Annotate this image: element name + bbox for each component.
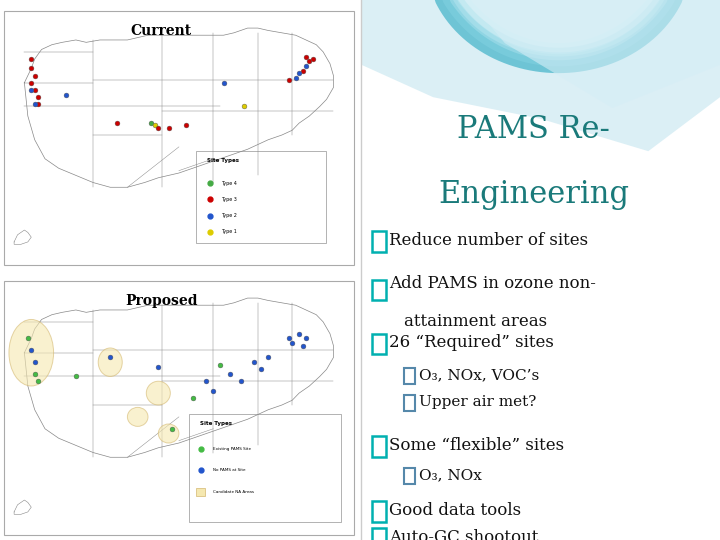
Text: Add PAMS in ozone non-: Add PAMS in ozone non- xyxy=(390,275,596,292)
Text: attainment areas: attainment areas xyxy=(404,313,547,330)
Text: Type 1: Type 1 xyxy=(221,230,237,234)
Text: Some “flexible” sites: Some “flexible” sites xyxy=(390,437,564,454)
Text: Proposed: Proposed xyxy=(125,294,197,308)
FancyBboxPatch shape xyxy=(189,414,341,522)
FancyBboxPatch shape xyxy=(196,151,326,242)
Text: Good data tools: Good data tools xyxy=(390,502,521,519)
Text: Existing PAMS Site: Existing PAMS Site xyxy=(212,447,251,451)
FancyBboxPatch shape xyxy=(4,11,354,265)
Polygon shape xyxy=(361,0,720,151)
Ellipse shape xyxy=(127,407,148,427)
Text: PAMS Re-: PAMS Re- xyxy=(457,114,610,145)
Ellipse shape xyxy=(158,424,179,443)
Text: Type 3: Type 3 xyxy=(221,197,237,202)
Text: O₃, NOx, VOC’s: O₃, NOx, VOC’s xyxy=(419,368,539,382)
Text: Type 2: Type 2 xyxy=(221,213,237,218)
Text: 26 “Required” sites: 26 “Required” sites xyxy=(390,334,554,352)
Text: Site Types: Site Types xyxy=(207,158,239,163)
FancyBboxPatch shape xyxy=(197,488,205,496)
Text: Upper air met?: Upper air met? xyxy=(419,395,536,409)
Text: Reduce number of sites: Reduce number of sites xyxy=(390,232,588,249)
Ellipse shape xyxy=(98,348,122,376)
Text: Current: Current xyxy=(131,24,192,38)
Text: Engineering: Engineering xyxy=(438,179,629,210)
Text: Site Types: Site Types xyxy=(200,421,232,426)
Text: Type 4: Type 4 xyxy=(221,181,237,186)
Text: No PAMS at Site: No PAMS at Site xyxy=(212,468,245,472)
FancyBboxPatch shape xyxy=(4,281,354,535)
Ellipse shape xyxy=(9,320,53,386)
Text: Candidate NA Areas: Candidate NA Areas xyxy=(212,490,253,494)
Text: Auto-GC shootout: Auto-GC shootout xyxy=(390,529,539,540)
Text: O₃, NOx: O₃, NOx xyxy=(419,468,482,482)
Ellipse shape xyxy=(146,381,171,405)
Polygon shape xyxy=(469,0,720,108)
